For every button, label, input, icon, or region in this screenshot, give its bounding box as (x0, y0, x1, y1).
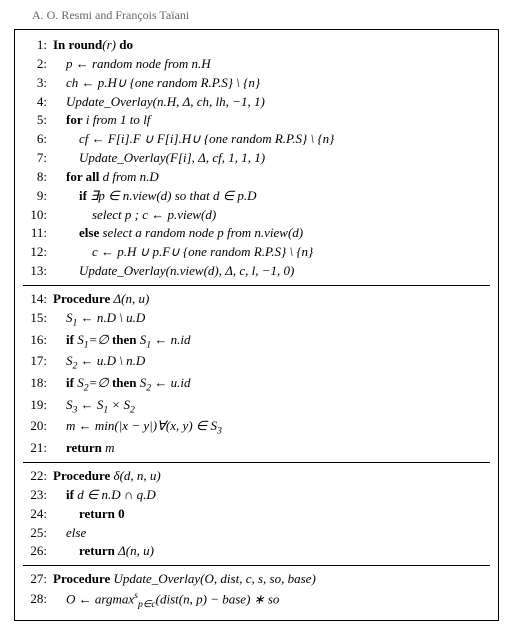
line-number: 12: (23, 243, 47, 262)
algo-line: 27: Procedure Update_Overlay(O, dist, c, … (23, 570, 490, 589)
line-number: 16: (23, 331, 47, 350)
algo-line: 8: for all d from n.D (23, 168, 490, 187)
line-code: c ← p.H ∪ p.F∪ {one random R.P.S} \ {n} (53, 243, 313, 262)
algo-line: 12: c ← p.H ∪ p.F∪ {one random R.P.S} \ … (23, 243, 490, 262)
algo-line: 1: In round(r) do (23, 36, 490, 55)
algo-line: 14: Procedure Δ(n, u) (23, 290, 490, 309)
algo-line: 26: return Δ(n, u) (23, 542, 490, 561)
line-number: 13: (23, 262, 47, 281)
line-number: 5: (23, 111, 47, 130)
line-number: 23: (23, 486, 47, 505)
algo-line: 11: else select a random node p from n.v… (23, 224, 490, 243)
algo-block: 14:Procedure Δ(n, u)15: S1 ← n.D \ u.D16… (23, 285, 490, 458)
line-code: select p ; c ← p.view(d) (53, 206, 216, 225)
line-code: p ← random node from n.H (53, 55, 211, 74)
line-code: cf ← F[i].F ∪ F[i].H∪ {one random R.P.S}… (53, 130, 334, 149)
algo-line: 23: if d ∈ n.D ∩ q.D (23, 486, 490, 505)
algo-line: 25: else (23, 524, 490, 543)
algo-line: 7: Update_Overlay(F[i], Δ, cf, 1, 1, 1) (23, 149, 490, 168)
line-code: if ∃p ∈ n.view(d) so that d ∈ p.D (53, 187, 257, 206)
line-code: S3 ← S1 × S2 (53, 396, 135, 418)
line-number: 6: (23, 130, 47, 149)
line-code: Procedure Update_Overlay(O, dist, c, s, … (53, 570, 316, 589)
line-number: 7: (23, 149, 47, 168)
algo-line: 20: m ← min(|x − y|)∀(x, y) ∈ S3 (23, 417, 490, 439)
line-code: Update_Overlay(F[i], Δ, cf, 1, 1, 1) (53, 149, 265, 168)
line-code: for all d from n.D (53, 168, 159, 187)
algo-line: 15: S1 ← n.D \ u.D (23, 309, 490, 331)
line-number: 1: (23, 36, 47, 55)
algo-line: 5: for i from 1 to lf (23, 111, 490, 130)
page: A. O. Resmi and François Taïani 1: In rou… (0, 0, 513, 631)
line-code: S1 ← n.D \ u.D (53, 309, 145, 331)
algo-line: 16: if S1=∅ then S1 ← n.id (23, 331, 490, 353)
line-number: 8: (23, 168, 47, 187)
line-code: if S2=∅ then S2 ← u.id (53, 374, 191, 396)
line-code: return Δ(n, u) (53, 542, 154, 561)
line-number: 4: (23, 93, 47, 112)
algo-line: 21: return m (23, 439, 490, 458)
line-code: return m (53, 439, 115, 458)
line-code: for i from 1 to lf (53, 111, 150, 130)
line-code: ch ← p.H∪ {one random R.P.S} \ {n} (53, 74, 260, 93)
algo-line: 28: O ← argmaxsp∈c(dist(n, p) − base) ∗ … (23, 589, 490, 612)
line-number: 20: (23, 417, 47, 436)
line-code: O ← argmaxsp∈c(dist(n, p) − base) ∗ so (53, 589, 279, 612)
line-code: m ← min(|x − y|)∀(x, y) ∈ S3 (53, 417, 222, 439)
line-number: 22: (23, 467, 47, 486)
line-number: 3: (23, 74, 47, 93)
algo-line: 18: if S2=∅ then S2 ← u.id (23, 374, 490, 396)
line-number: 9: (23, 187, 47, 206)
algo-block: 1:In round(r) do2: p ← random node from … (23, 36, 490, 281)
line-number: 26: (23, 542, 47, 561)
line-code: else select a random node p from n.view(… (53, 224, 303, 243)
line-number: 15: (23, 309, 47, 328)
line-code: Procedure Δ(n, u) (53, 290, 149, 309)
algo-line: 17: S2 ← u.D \ n.D (23, 352, 490, 374)
line-code: if S1=∅ then S1 ← n.id (53, 331, 191, 353)
algo-line: 2: p ← random node from n.H (23, 55, 490, 74)
algo-block: 27: Procedure Update_Overlay(O, dist, c, … (23, 565, 490, 612)
algo-line: 3: ch ← p.H∪ {one random R.P.S} \ {n} (23, 74, 490, 93)
line-code: S2 ← u.D \ n.D (53, 352, 145, 374)
algo-line: 19: S3 ← S1 × S2 (23, 396, 490, 418)
running-header: A. O. Resmi and François Taïani (14, 8, 499, 23)
line-number: 21: (23, 439, 47, 458)
line-number: 11: (23, 224, 47, 243)
algo-line: 13: Update_Overlay(n.view(d), Δ, c, l, −… (23, 262, 490, 281)
line-number: 2: (23, 55, 47, 74)
algo-line: 9: if ∃p ∈ n.view(d) so that d ∈ p.D (23, 187, 490, 206)
line-number: 19: (23, 396, 47, 415)
line-number: 14: (23, 290, 47, 309)
algo-line: 10: select p ; c ← p.view(d) (23, 206, 490, 225)
algo-block: 22:Procedure δ(d, n, u)23: if d ∈ n.D ∩ … (23, 462, 490, 561)
line-number: 27: (23, 570, 47, 589)
line-number: 17: (23, 352, 47, 371)
algo-line: 6: cf ← F[i].F ∪ F[i].H∪ {one random R.P… (23, 130, 490, 149)
line-code: else (53, 524, 86, 543)
algorithm-box: 1:In round(r) do2: p ← random node from … (14, 29, 499, 621)
line-number: 25: (23, 524, 47, 543)
line-code: Update_Overlay(n.H, Δ, ch, lh, −1, 1) (53, 93, 265, 112)
line-number: 28: (23, 590, 47, 609)
algo-line: 22: Procedure δ(d, n, u) (23, 467, 490, 486)
line-number: 10: (23, 206, 47, 225)
line-code: Update_Overlay(n.view(d), Δ, c, l, −1, 0… (53, 262, 294, 281)
line-number: 18: (23, 374, 47, 393)
line-code: In round(r) do (53, 36, 133, 55)
line-code: Procedure δ(d, n, u) (53, 467, 161, 486)
line-code: if d ∈ n.D ∩ q.D (53, 486, 156, 505)
algo-line: 4: Update_Overlay(n.H, Δ, ch, lh, −1, 1) (23, 93, 490, 112)
